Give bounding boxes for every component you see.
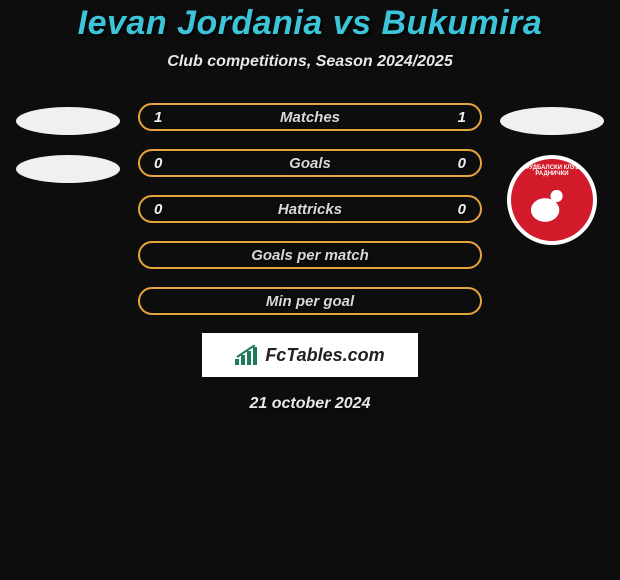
stats-column: 1 Matches 1 0 Goals 0 0 Hattricks 0 Goals per mat… — [138, 103, 482, 315]
left-player-column — [8, 103, 128, 183]
right-player-column: ФУДБАЛСКИ КЛУБ РАДНИЧКИ — [492, 103, 612, 245]
date-label: 21 october 2024 — [250, 395, 371, 413]
brand-logo: FcTables.com — [202, 333, 418, 377]
comparison-row: 1 Matches 1 0 Goals 0 0 Hattricks 0 Goals per mat… — [0, 103, 620, 315]
stat-right-value: 1 — [458, 109, 466, 126]
stat-left-value: 0 — [154, 201, 162, 218]
player-placeholder — [16, 155, 120, 183]
page-title: Ievan Jordania vs Bukumira — [78, 4, 543, 43]
club-badge: ФУДБАЛСКИ КЛУБ РАДНИЧКИ — [507, 155, 597, 245]
stat-row: 0 Goals 0 — [138, 149, 482, 177]
subtitle: Club competitions, Season 2024/2025 — [167, 53, 452, 71]
brand-text: FcTables.com — [265, 345, 384, 366]
stat-row: 1 Matches 1 — [138, 103, 482, 131]
bar-chart-icon — [235, 345, 259, 365]
infographic-container: Ievan Jordania vs Bukumira Club competit… — [0, 0, 620, 413]
stat-right-value: 0 — [458, 201, 466, 218]
stat-row: Goals per match — [138, 241, 482, 269]
stat-row: 0 Hattricks 0 — [138, 195, 482, 223]
player-placeholder — [16, 107, 120, 135]
stat-label: Min per goal — [266, 293, 354, 310]
stat-right-value: 0 — [458, 155, 466, 172]
stat-label: Hattricks — [278, 201, 342, 218]
stat-row: Min per goal — [138, 287, 482, 315]
stat-label: Goals per match — [251, 247, 369, 264]
player-placeholder — [500, 107, 604, 135]
eagle-icon — [529, 184, 575, 224]
stat-label: Goals — [289, 155, 331, 172]
club-badge-text: ФУДБАЛСКИ КЛУБ РАДНИЧКИ — [511, 165, 593, 177]
stat-label: Matches — [280, 109, 340, 126]
stat-left-value: 0 — [154, 155, 162, 172]
stat-left-value: 1 — [154, 109, 162, 126]
